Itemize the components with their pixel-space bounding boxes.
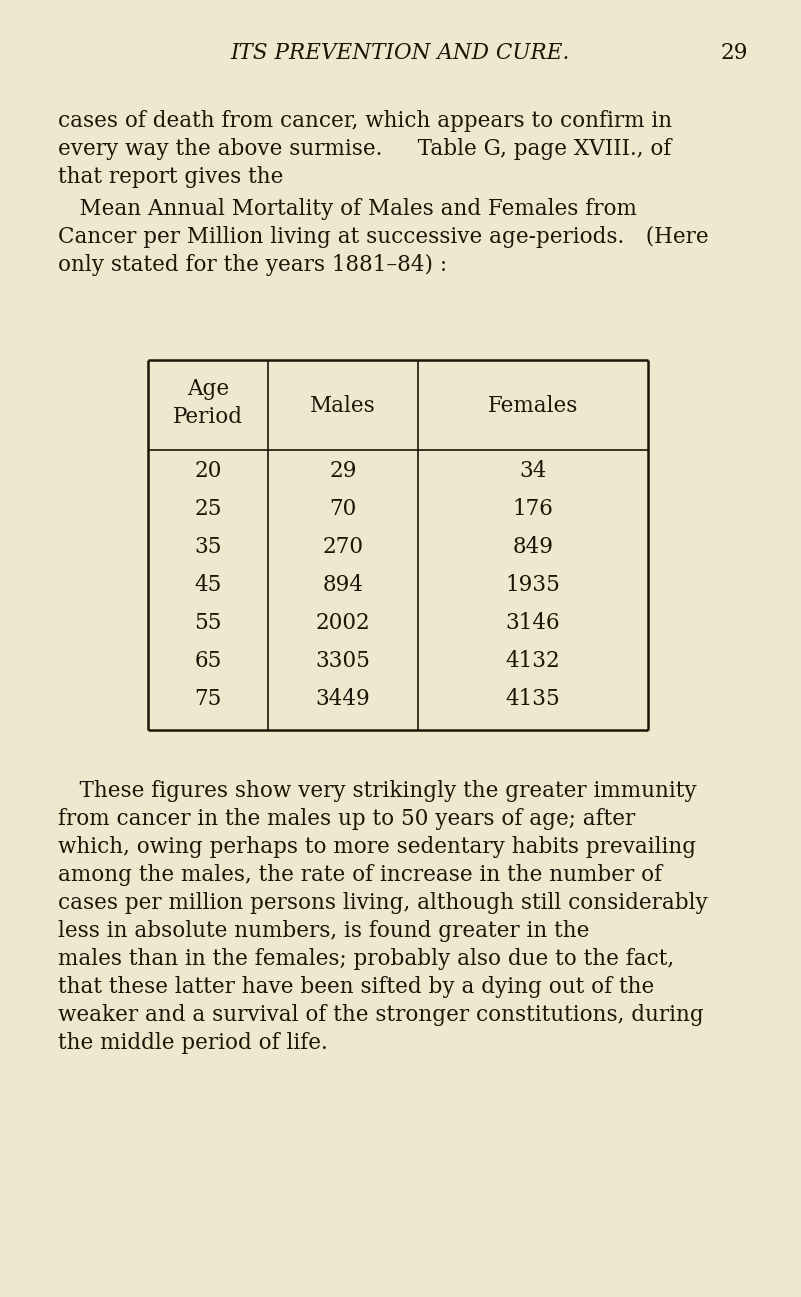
- Text: from cancer in the males up to 50 years of age; after: from cancer in the males up to 50 years …: [58, 808, 635, 830]
- Text: that these latter have been sifted by a dying out of the: that these latter have been sifted by a …: [58, 977, 654, 997]
- Text: 34: 34: [519, 460, 547, 482]
- Text: 29: 29: [721, 42, 748, 64]
- Text: 35: 35: [195, 536, 222, 558]
- Text: 20: 20: [195, 460, 222, 482]
- Text: 25: 25: [195, 498, 222, 520]
- Text: 70: 70: [329, 498, 356, 520]
- Text: males than in the females; probably also due to the fact,: males than in the females; probably also…: [58, 948, 674, 970]
- Text: which, owing perhaps to more sedentary habits prevailing: which, owing perhaps to more sedentary h…: [58, 837, 696, 859]
- Text: 65: 65: [195, 650, 222, 672]
- Text: 29: 29: [329, 460, 356, 482]
- Text: 1935: 1935: [505, 575, 561, 597]
- Text: weaker and a survival of the stronger constitutions, during: weaker and a survival of the stronger co…: [58, 1004, 704, 1026]
- Text: every way the above surmise.   Table G, page XVIII., of: every way the above surmise. Table G, pa…: [58, 137, 671, 160]
- Text: cases per million persons living, although still considerably: cases per million persons living, althou…: [58, 892, 708, 914]
- Text: Females: Females: [488, 396, 578, 418]
- Text: 3305: 3305: [316, 650, 370, 672]
- Text: 4132: 4132: [505, 650, 561, 672]
- Text: that report gives the: that report gives the: [58, 166, 284, 188]
- Text: 3146: 3146: [505, 612, 561, 634]
- Text: Cancer per Million living at successive age-periods. (Here: Cancer per Million living at successive …: [58, 226, 709, 248]
- Text: 894: 894: [323, 575, 364, 597]
- Text: 4135: 4135: [505, 687, 561, 709]
- Text: cases of death from cancer, which appears to confirm in: cases of death from cancer, which appear…: [58, 110, 672, 132]
- Text: 55: 55: [195, 612, 222, 634]
- Text: 176: 176: [513, 498, 553, 520]
- Text: less in absolute numbers, is found greater in the: less in absolute numbers, is found great…: [58, 920, 590, 942]
- Text: only stated for the years 1881–84) :: only stated for the years 1881–84) :: [58, 254, 447, 276]
- Text: 75: 75: [195, 687, 222, 709]
- Text: 849: 849: [513, 536, 553, 558]
- Text: 2002: 2002: [316, 612, 370, 634]
- Text: 3449: 3449: [316, 687, 370, 709]
- Text: 270: 270: [323, 536, 364, 558]
- Text: These figures show very strikingly the greater immunity: These figures show very strikingly the g…: [58, 779, 697, 802]
- Text: Period: Period: [173, 406, 243, 428]
- Text: Males: Males: [310, 396, 376, 418]
- Text: the middle period of life.: the middle period of life.: [58, 1032, 328, 1054]
- Text: Age: Age: [187, 377, 229, 399]
- Text: 45: 45: [195, 575, 222, 597]
- Text: among the males, the rate of increase in the number of: among the males, the rate of increase in…: [58, 864, 662, 886]
- Text: ITS PREVENTION AND CURE.: ITS PREVENTION AND CURE.: [231, 42, 570, 64]
- Text: Mean Annual Mortality of Males and Females from: Mean Annual Mortality of Males and Femal…: [58, 198, 637, 220]
